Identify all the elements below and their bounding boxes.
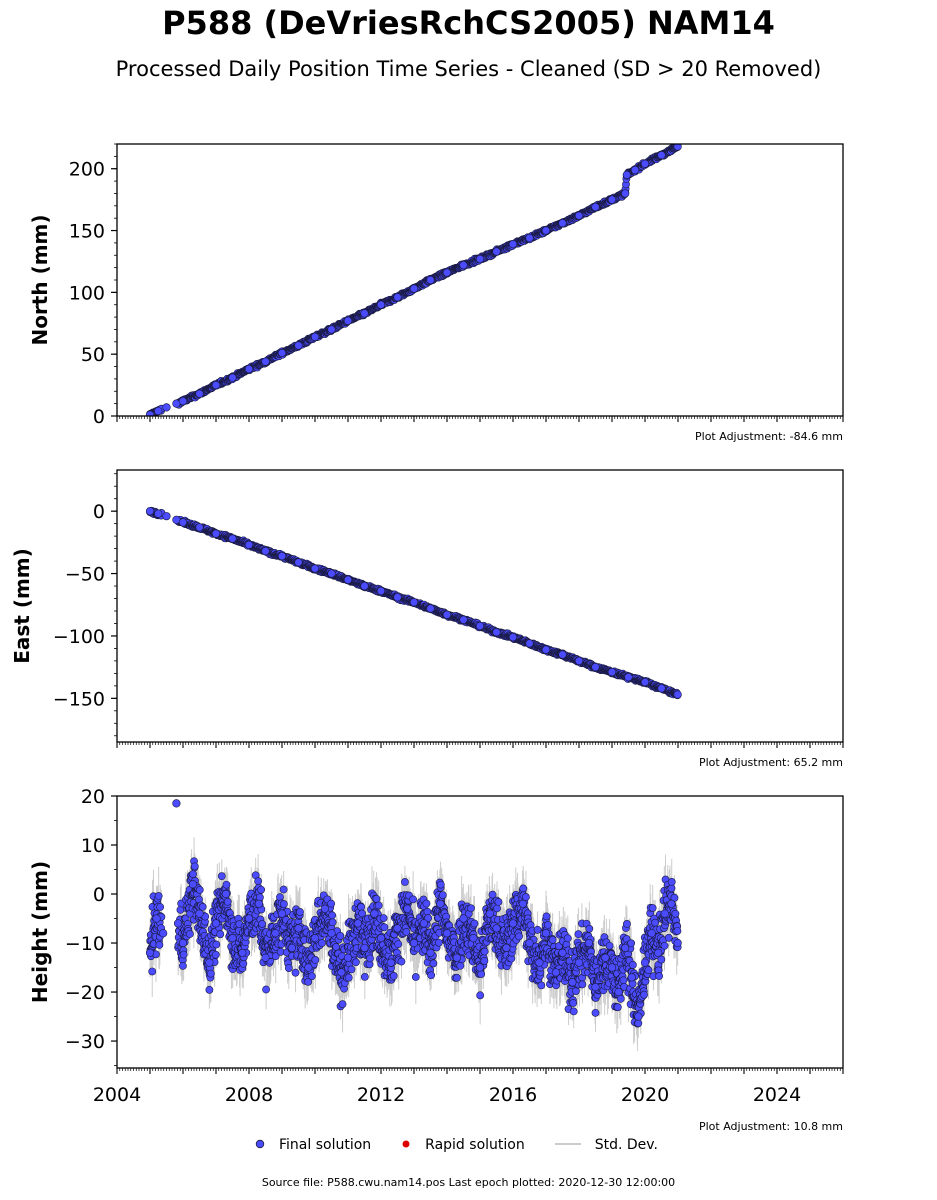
data-point	[475, 254, 485, 264]
data-point	[343, 316, 353, 325]
plot-area	[145, 506, 682, 700]
data-point	[591, 202, 600, 212]
y-tick-label: 50	[81, 344, 105, 366]
data-point	[574, 211, 584, 220]
data-point	[673, 144, 682, 151]
plot-area	[145, 144, 682, 416]
data-point	[426, 275, 435, 285]
data-point	[508, 240, 518, 249]
data-point	[393, 293, 402, 302]
data-point	[622, 170, 631, 180]
data-point	[442, 268, 452, 277]
data-point	[244, 364, 254, 374]
data-point	[409, 284, 419, 293]
data-point	[459, 261, 468, 270]
data-point	[228, 373, 237, 382]
data-point	[327, 325, 336, 334]
data-point	[145, 410, 155, 416]
data-point	[178, 397, 188, 406]
data-point	[294, 341, 303, 350]
data-point	[607, 195, 617, 204]
data-point	[162, 403, 171, 412]
data-point	[211, 380, 221, 390]
y-tick-label: 200	[69, 159, 105, 181]
data-point	[640, 159, 650, 168]
data-point	[630, 165, 640, 175]
chart-title: P588 (DeVriesRchCS2005) NAM14	[162, 4, 775, 42]
plot-adjustment-label: Plot Adjustment: -84.6 mm	[695, 430, 843, 443]
data-point	[525, 233, 534, 243]
data-point	[492, 247, 501, 256]
data-point	[621, 189, 630, 198]
y-axis-label: North (mm)	[28, 214, 52, 345]
panel-1: 0 50 100 150 200 North (mm) Plot Adjustment: -…	[28, 143, 844, 443]
y-tick-label: 150	[69, 221, 105, 243]
y-tick-label: 100	[69, 282, 105, 304]
data-point	[277, 348, 287, 358]
data-point	[360, 309, 369, 318]
data-point	[657, 151, 666, 160]
data-point	[541, 226, 551, 235]
data-point	[310, 332, 320, 341]
data-point	[376, 300, 386, 309]
final-solution-points	[145, 506, 682, 700]
chart-subtitle: Processed Daily Position Time Series - C…	[115, 57, 822, 81]
data-point	[261, 357, 270, 366]
data-point	[154, 406, 163, 416]
data-point	[195, 389, 204, 398]
y-tick-label: 0	[93, 406, 105, 428]
final-solution-points	[145, 144, 682, 416]
data-point	[558, 219, 567, 228]
